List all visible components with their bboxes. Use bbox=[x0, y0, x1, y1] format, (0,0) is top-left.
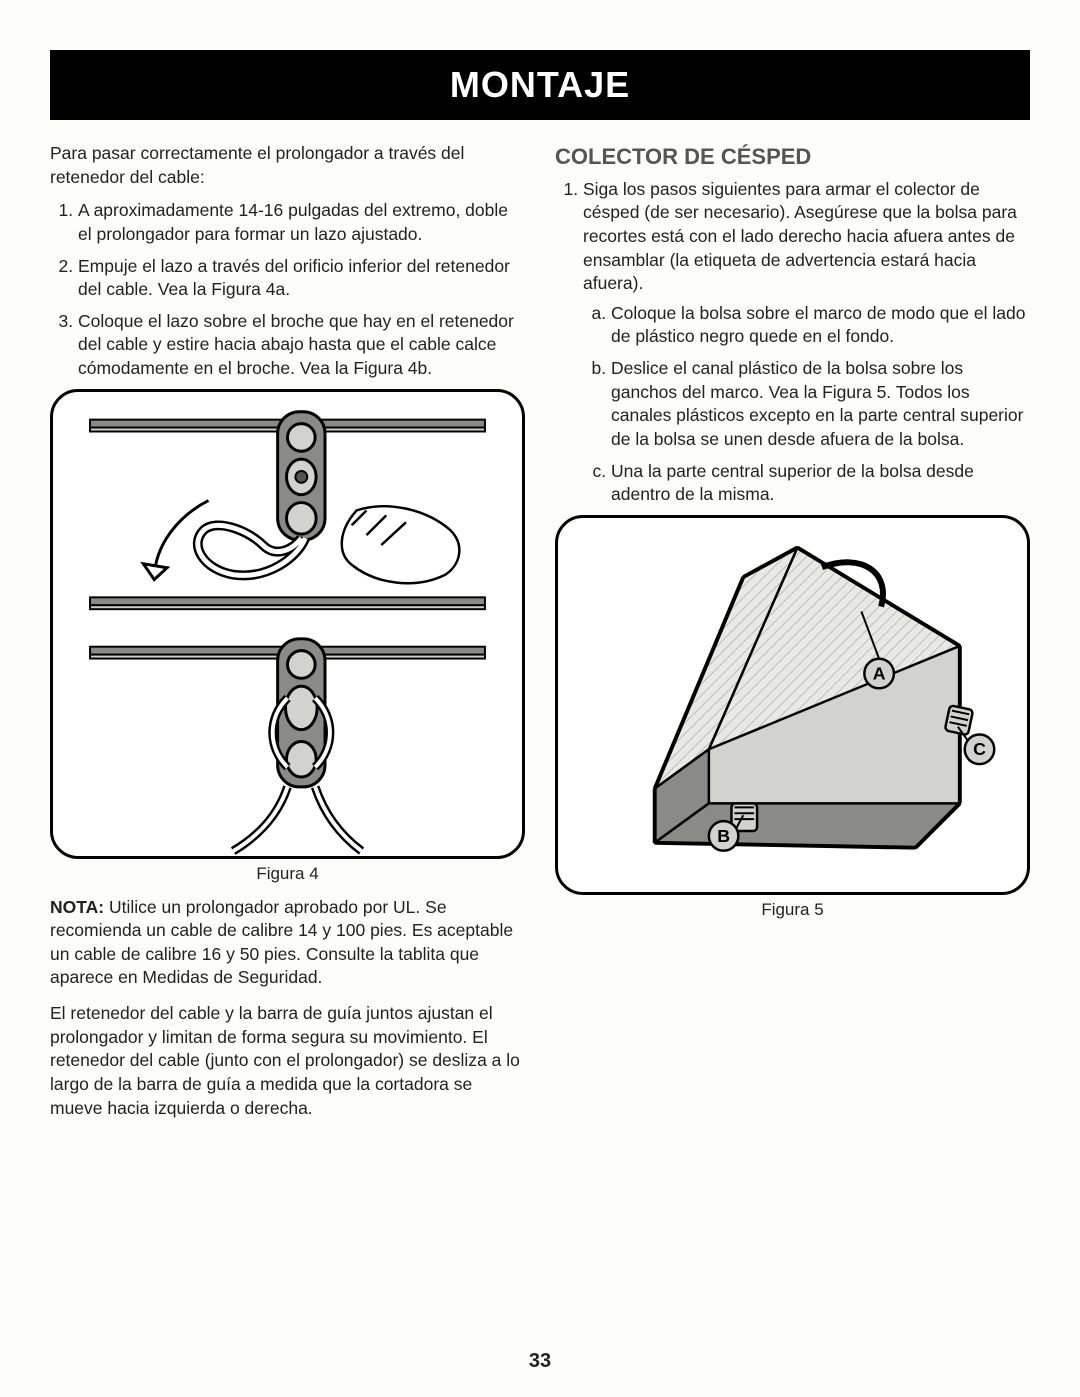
right-column: COLECTOR DE CÉSPED Siga los pasos siguie… bbox=[555, 142, 1030, 1120]
right-sub-c: Una la parte central superior de la bols… bbox=[611, 460, 1030, 507]
right-substeps: Coloque la bolsa sobre el marco de modo … bbox=[583, 302, 1030, 507]
figure-4-caption: Figura 4 bbox=[50, 863, 525, 886]
figure-5-svg: A B C bbox=[558, 518, 1027, 892]
right-sub-b: Deslice el canal plástico de la bolsa so… bbox=[611, 357, 1030, 452]
left-step-3: Coloque el lazo sobre el broche que hay … bbox=[78, 310, 525, 381]
header-bar: MONTAJE bbox=[50, 50, 1030, 120]
left-steps: A aproximadamente 14-16 pulgadas del ext… bbox=[50, 199, 525, 380]
right-step-1: Siga los pasos siguientes para armar el … bbox=[583, 178, 1030, 507]
content-columns: Para pasar correctamente el prolongador … bbox=[50, 142, 1030, 1120]
figure-5-box: A B C bbox=[555, 515, 1030, 895]
callout-c: C bbox=[973, 739, 986, 759]
figure-4-svg bbox=[53, 392, 522, 856]
callout-a: A bbox=[873, 663, 886, 683]
figure-4-box bbox=[50, 389, 525, 859]
callout-b: B bbox=[717, 826, 730, 846]
right-sub-a: Coloque la bolsa sobre el marco de modo … bbox=[611, 302, 1030, 349]
right-step-1-text: Siga los pasos siguientes para armar el … bbox=[583, 179, 1017, 294]
left-column: Para pasar correctamente el prolongador … bbox=[50, 142, 525, 1120]
left-step-1: A aproximadamente 14-16 pulgadas del ext… bbox=[78, 199, 525, 246]
right-steps: Siga los pasos siguientes para armar el … bbox=[555, 178, 1030, 507]
nota-text: Utilice un prolongador aprobado por UL. … bbox=[50, 897, 513, 988]
figure-5-caption: Figura 5 bbox=[555, 899, 1030, 922]
nota-label: NOTA: bbox=[50, 897, 104, 917]
nota-paragraph: NOTA: Utilice un prolongador aprobado po… bbox=[50, 896, 525, 991]
section-title: COLECTOR DE CÉSPED bbox=[555, 142, 1030, 172]
page-number: 33 bbox=[0, 1350, 1080, 1373]
left-para-2: El retenedor del cable y la barra de guí… bbox=[50, 1002, 525, 1120]
left-step-2: Empuje el lazo a través del orificio inf… bbox=[78, 255, 525, 302]
left-intro: Para pasar correctamente el prolongador … bbox=[50, 142, 525, 189]
